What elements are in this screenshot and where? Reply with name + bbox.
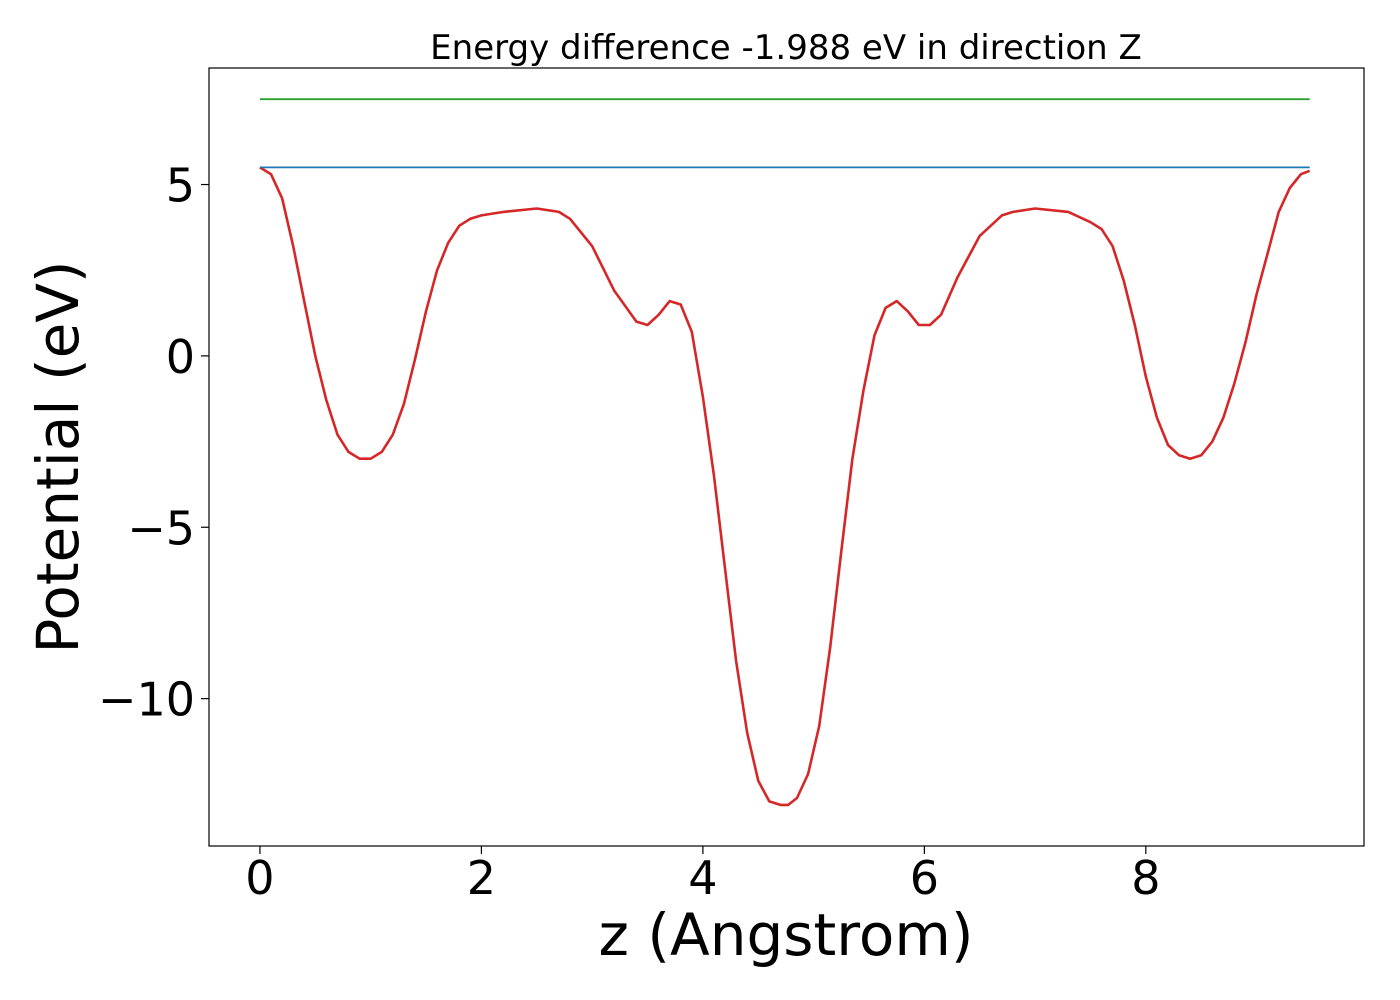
y-ticks: −10 −5 0 5 (98, 159, 209, 727)
x-axis-label: z (Angstrom) (599, 901, 974, 969)
plot-frame (208, 67, 1365, 847)
x-tick-label: 6 (910, 851, 939, 905)
y-tick-label: 5 (166, 159, 195, 213)
series-layer (259, 98, 1311, 807)
x-tick-label: 0 (245, 851, 274, 905)
x-tick-label: 4 (688, 851, 717, 905)
y-tick-label: −10 (98, 673, 195, 727)
y-axis-label: Potential (eV) (24, 260, 92, 653)
potential-curve (259, 166, 1311, 807)
y-tick-label: 0 (166, 330, 195, 384)
chart-title: Energy difference -1.988 eV in direction… (430, 28, 1142, 68)
y-tick-label: −5 (127, 501, 195, 555)
x-ticks: 0 2 4 6 8 (245, 846, 1160, 905)
x-tick-label: 2 (467, 851, 496, 905)
x-tick-label: 8 (1131, 851, 1160, 905)
